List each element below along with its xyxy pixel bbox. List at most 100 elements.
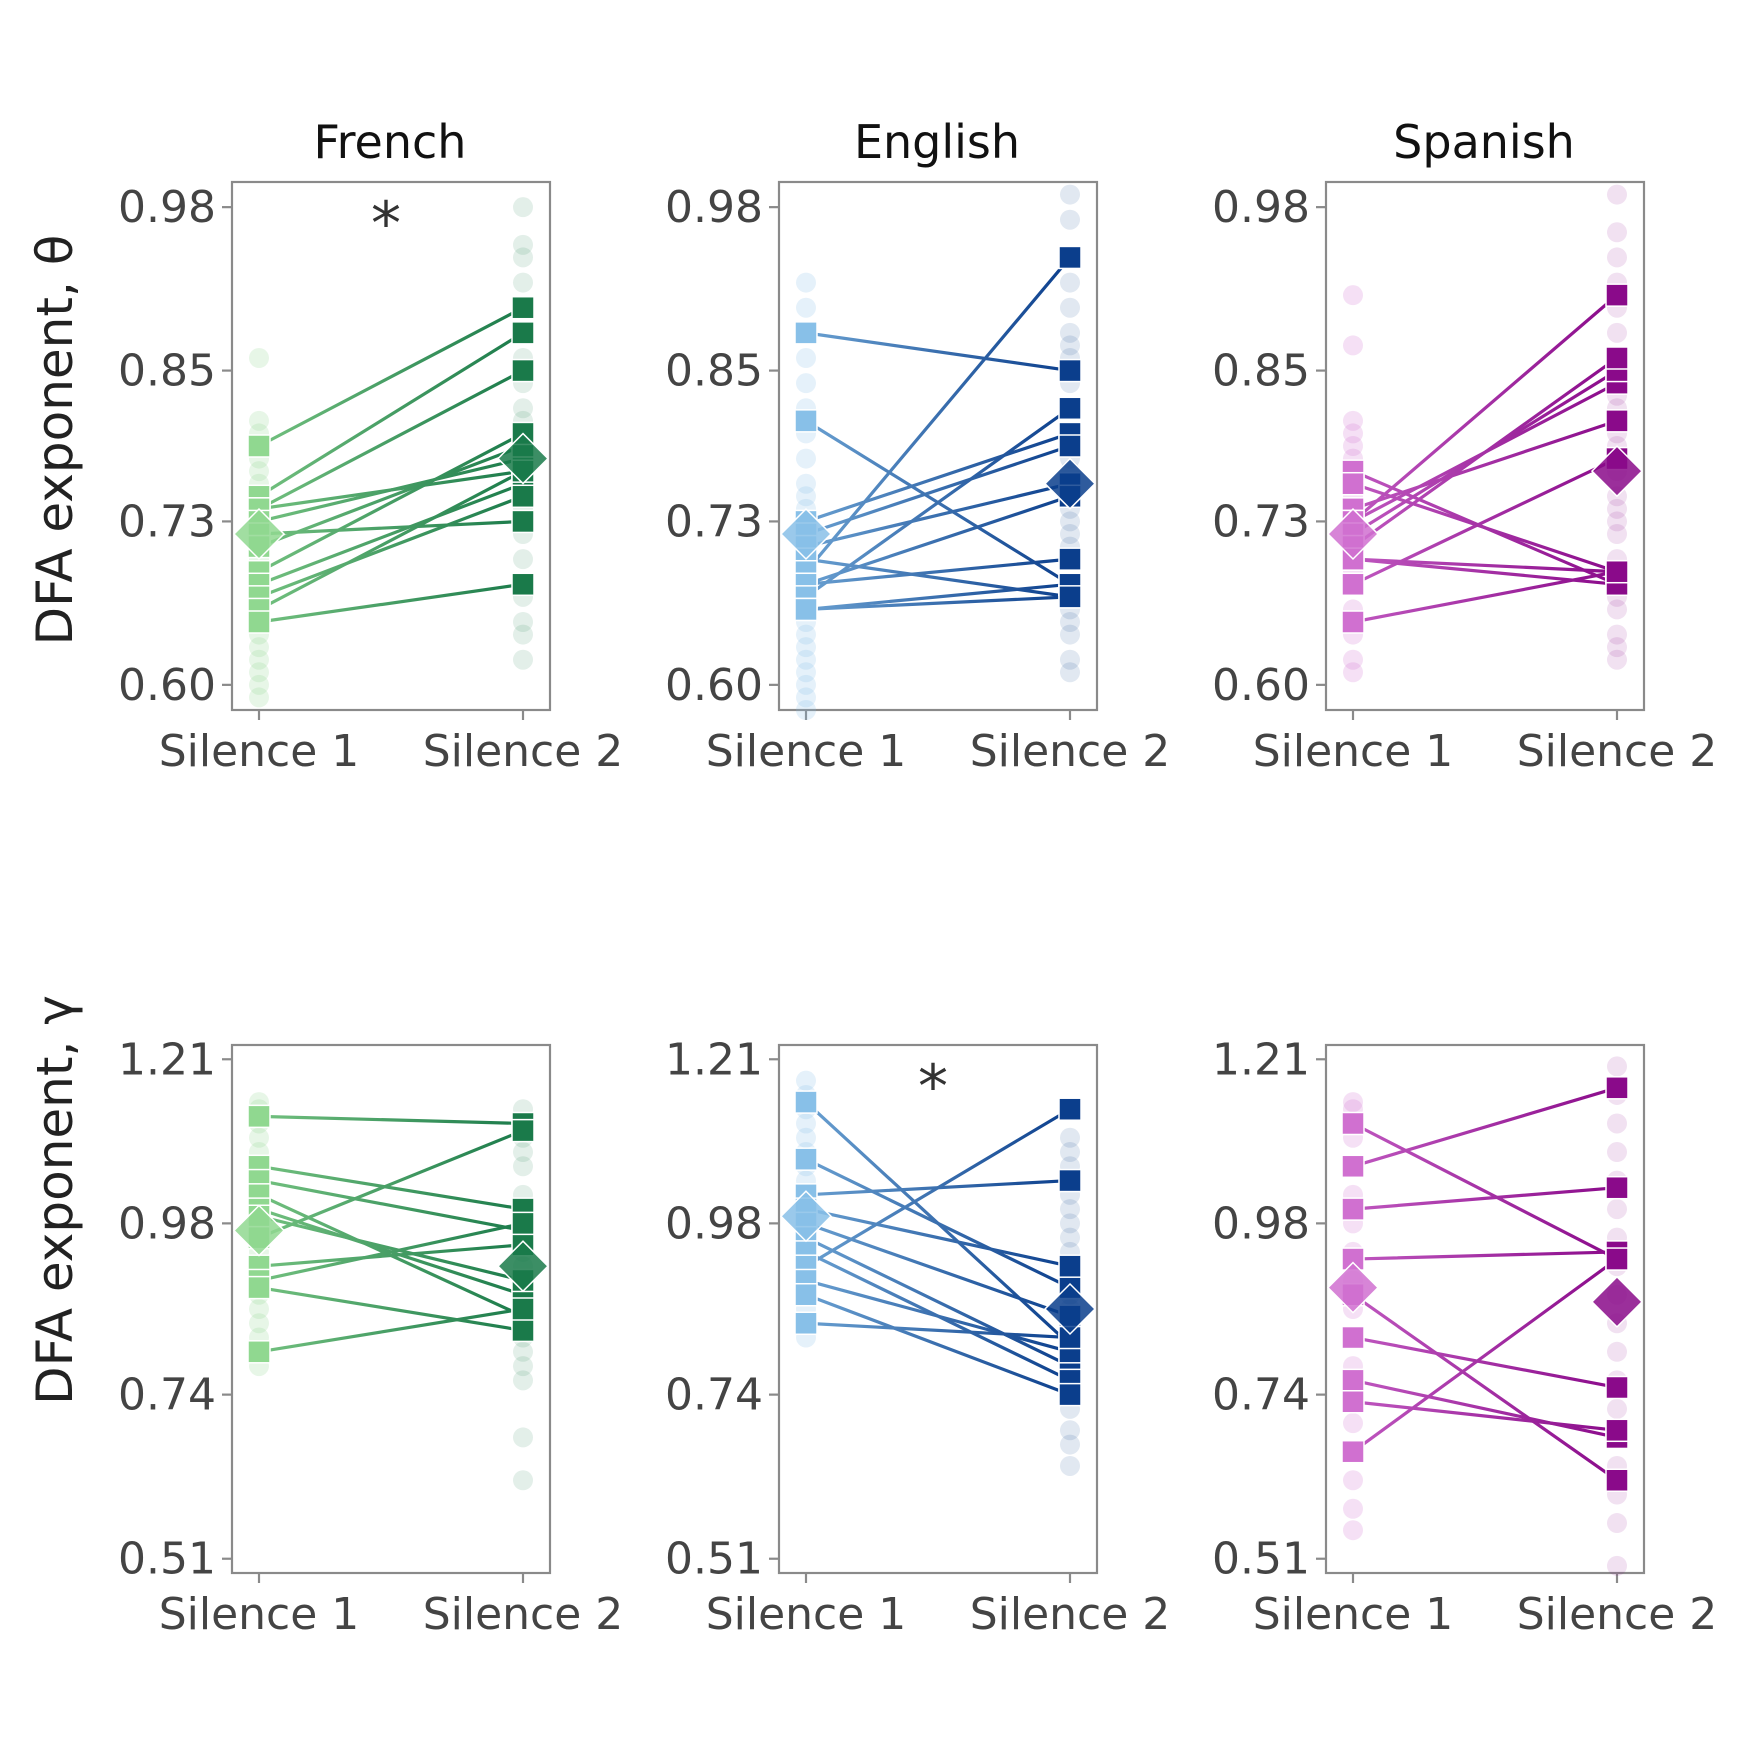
paired-point-silence2 <box>1605 409 1629 433</box>
paired-line <box>1351 1086 1619 1168</box>
paired-point-silence1 <box>1341 1368 1365 1393</box>
paired-line <box>257 469 525 612</box>
mean-diamond <box>779 507 833 561</box>
paired-point-silence2 <box>511 358 535 383</box>
background-point-silence2 <box>513 612 533 632</box>
paired-point-silence2 <box>1605 346 1629 370</box>
x-tick-label: Silence 1 <box>706 1589 907 1640</box>
background-point-silence2 <box>513 1427 533 1448</box>
paired-point-silence1 <box>247 1340 271 1364</box>
panel-frame <box>777 1043 1099 1575</box>
y-tick-label: 0.51 <box>665 1534 763 1585</box>
paired-line <box>804 595 1072 612</box>
background-point-silence1 <box>796 687 816 708</box>
background-point-silence1 <box>1343 1470 1363 1491</box>
background-point-silence1 <box>1343 1413 1363 1434</box>
mean-diamond <box>1326 1261 1380 1314</box>
background-point-silence1 <box>796 1070 816 1091</box>
paired-point-silence1 <box>1341 1439 1365 1464</box>
x-tick-label: Silence 2 <box>970 1589 1171 1640</box>
background-point-silence2 <box>1607 649 1627 670</box>
paired-point-silence1 <box>794 597 818 622</box>
paired-line <box>804 1207 1072 1268</box>
mean-diamond <box>1590 445 1644 498</box>
background-point-silence2 <box>513 1370 533 1391</box>
y-tick-label: 0.98 <box>118 1198 216 1249</box>
background-point-silence1 <box>796 1113 816 1134</box>
x-tick-label: Silence 1 <box>706 726 907 777</box>
paired-line <box>804 557 1072 586</box>
mean-diamond <box>496 1240 550 1293</box>
paired-line <box>804 582 1072 612</box>
background-point-silence2 <box>1060 322 1080 343</box>
x-tick-label: Silence 2 <box>423 726 624 777</box>
background-point-silence2 <box>1607 599 1627 620</box>
background-point-silence1 <box>1343 1092 1363 1113</box>
background-point-silence2 <box>1060 297 1080 318</box>
mean-diamond <box>232 507 286 561</box>
paired-line <box>257 1243 525 1268</box>
background-point-silence2 <box>513 624 533 645</box>
paired-line <box>257 1221 525 1283</box>
y-tick-label: 0.51 <box>1212 1534 1310 1585</box>
background-point-silence1 <box>249 410 269 431</box>
background-point-silence1 <box>249 1299 269 1319</box>
paired-point-silence2 <box>1058 1168 1082 1193</box>
background-point-silence1 <box>1343 1520 1363 1541</box>
paired-point-silence1 <box>794 1147 818 1171</box>
paired-line <box>804 1157 1072 1290</box>
y-tick-label: 0.60 <box>1212 660 1310 711</box>
paired-point-silence1 <box>247 1275 271 1300</box>
paired-point-silence1 <box>247 1104 271 1129</box>
background-point-silence2 <box>513 272 533 293</box>
x-tick-label: Silence 1 <box>1253 726 1454 777</box>
background-point-silence2 <box>1060 1455 1080 1476</box>
background-point-silence2 <box>1607 498 1627 519</box>
background-point-silence2 <box>1060 649 1080 670</box>
y-tick-label: 0.98 <box>1212 1198 1310 1249</box>
background-point-silence1 <box>1343 285 1363 306</box>
paired-point-silence1 <box>794 1282 818 1307</box>
background-point-silence2 <box>1607 184 1627 205</box>
paired-point-silence1 <box>794 321 818 345</box>
background-point-silence2 <box>1607 1513 1627 1534</box>
paired-line <box>1351 557 1619 574</box>
paired-point-silence1 <box>1341 1390 1365 1414</box>
y-tick-label: 0.60 <box>665 660 763 711</box>
background-point-silence2 <box>1607 511 1627 532</box>
mean-diamond <box>1043 1282 1097 1336</box>
background-point-silence1 <box>796 700 816 720</box>
paired-line <box>257 1129 525 1240</box>
paired-point-silence2 <box>1058 1382 1082 1407</box>
background-point-silence2 <box>1607 1056 1627 1077</box>
y-tick-label: 0.85 <box>1212 346 1310 397</box>
paired-line <box>257 368 525 511</box>
panel-frame <box>230 180 552 712</box>
paired-point-silence1 <box>1341 471 1365 496</box>
facet-title-french: French <box>314 115 467 169</box>
facet-title-spanish: Spanish <box>1393 115 1575 169</box>
paired-line <box>257 582 525 624</box>
paired-line <box>1351 1257 1619 1454</box>
background-point-silence2 <box>1607 247 1627 268</box>
paired-point-silence2 <box>1605 1418 1629 1443</box>
significance-asterisk: * <box>918 1052 948 1122</box>
background-point-silence1 <box>249 687 269 708</box>
paired-point-silence1 <box>1341 1154 1365 1179</box>
y-tick-label: 1.21 <box>665 1034 763 1085</box>
background-point-silence2 <box>1607 524 1627 544</box>
y-axis-label-gamma: DFA exponent, γ <box>26 995 84 1405</box>
background-point-silence1 <box>796 348 816 368</box>
paired-line <box>257 519 525 536</box>
paired-line <box>257 1285 525 1333</box>
background-point-silence2 <box>513 1156 533 1177</box>
background-point-silence1 <box>796 1127 816 1148</box>
paired-line <box>804 444 1072 536</box>
background-point-silence1 <box>796 637 816 658</box>
paired-point-silence2 <box>1058 1097 1082 1121</box>
paired-line <box>804 331 1072 373</box>
paired-point-silence2 <box>511 1211 535 1236</box>
paired-line <box>257 331 525 498</box>
y-tick-label: 0.85 <box>665 346 763 397</box>
paired-line <box>804 1293 1072 1397</box>
